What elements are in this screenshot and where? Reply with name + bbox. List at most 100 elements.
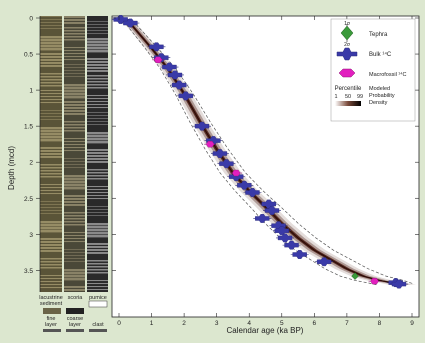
core-layer (87, 38, 108, 41)
core-layer (40, 136, 62, 139)
core-layer (40, 204, 62, 205)
core-layer (64, 201, 85, 203)
bulk-point (194, 121, 210, 131)
bulk-point (255, 214, 270, 223)
x-tick-label: 3 (215, 320, 219, 327)
bulk-point (219, 159, 234, 169)
core-layer (64, 56, 85, 58)
core-layer (64, 53, 85, 55)
core-layer (64, 130, 85, 132)
core-layer (40, 42, 62, 45)
core-layer (87, 24, 108, 25)
core-layer (64, 87, 85, 90)
x-tick-label: 4 (247, 320, 251, 327)
core-layer (87, 280, 108, 282)
core-layer (40, 85, 62, 87)
envelope-right (122, 17, 413, 285)
core-layer (40, 267, 62, 269)
core-layer (87, 121, 108, 122)
core-layer (64, 158, 85, 159)
core-layer (87, 286, 108, 288)
core-layer (87, 41, 108, 44)
bulk-point (264, 206, 280, 215)
legend-model-line-1: Modeled (369, 86, 390, 92)
legend-percentile-label: Percentile (335, 86, 362, 92)
clast-label: clast (92, 322, 104, 328)
core-layer (87, 169, 108, 171)
bulk-point (271, 221, 286, 231)
core-layer (87, 87, 108, 89)
y-tick-label: 2 (29, 160, 33, 167)
core-layer (40, 22, 62, 23)
core-layer (40, 147, 62, 149)
core-layer (87, 189, 108, 191)
core-layer (87, 229, 108, 232)
core-layer (87, 44, 108, 47)
bulk-marker-icon (336, 47, 358, 61)
y-tick-label: 2.5 (24, 196, 33, 203)
core-layer (40, 281, 62, 283)
core-layer (87, 283, 108, 285)
core-layer (64, 73, 85, 74)
x-axis-label: Calendar age (ka BP) (227, 326, 304, 335)
bulk-point (237, 180, 252, 190)
core-layer (87, 33, 108, 34)
core-layer (87, 75, 108, 77)
coarse-label-1: coarse (67, 316, 84, 322)
core-layer (87, 152, 108, 154)
core-layer (40, 227, 62, 230)
core-layer (64, 167, 85, 168)
core-layer (40, 39, 62, 42)
core-layer (40, 53, 62, 55)
core-layer (40, 110, 62, 111)
core-layer (64, 195, 85, 197)
core-layer (87, 64, 108, 66)
core-layer (64, 22, 85, 24)
core-layer (87, 98, 108, 100)
core-layer (64, 286, 85, 288)
core-layer (64, 36, 85, 38)
core-layer (40, 59, 62, 61)
core-layer (87, 260, 108, 262)
core-layer (64, 235, 85, 237)
core-layer (40, 25, 62, 26)
core-layer (40, 127, 62, 130)
core-layer (64, 204, 85, 206)
core-layer (40, 247, 62, 249)
core-layer (87, 115, 108, 116)
percentile-gradient (335, 101, 361, 106)
core-layer (40, 244, 62, 246)
core-column-2 (64, 16, 85, 292)
bulk-point (178, 91, 193, 101)
core-layer (64, 90, 85, 93)
core-layer (64, 278, 85, 281)
core-layer (87, 266, 108, 268)
x-axis: 0 1 2 3 4 5 6 7 8 9 (112, 16, 419, 327)
percentile-tick-99: 99 (357, 94, 363, 100)
fine-swatch (43, 329, 61, 332)
coarse-label-2: layer (69, 322, 81, 328)
core-layer (64, 261, 85, 262)
legend-sigma1: 1σ (344, 21, 351, 27)
core-layer (87, 172, 108, 174)
core-layer (64, 141, 85, 143)
legend-model-line-3: Density (369, 100, 388, 106)
core-layer (40, 213, 62, 214)
core-layer (87, 198, 108, 200)
core-layer (64, 30, 85, 32)
core-layer (64, 258, 85, 259)
core-layer (40, 133, 62, 136)
legend-sigma2: 2σ (344, 42, 351, 48)
percentile-tick-1: 1 (334, 94, 337, 100)
legend-model-line-2: Probability (369, 93, 395, 99)
core-images (40, 16, 108, 292)
core-layer (87, 263, 108, 265)
core-layer (87, 223, 108, 226)
core-layer (87, 118, 108, 119)
core-layer (87, 81, 108, 83)
core-layer (87, 252, 108, 254)
core-layer (64, 124, 85, 126)
core-layer (64, 113, 85, 115)
